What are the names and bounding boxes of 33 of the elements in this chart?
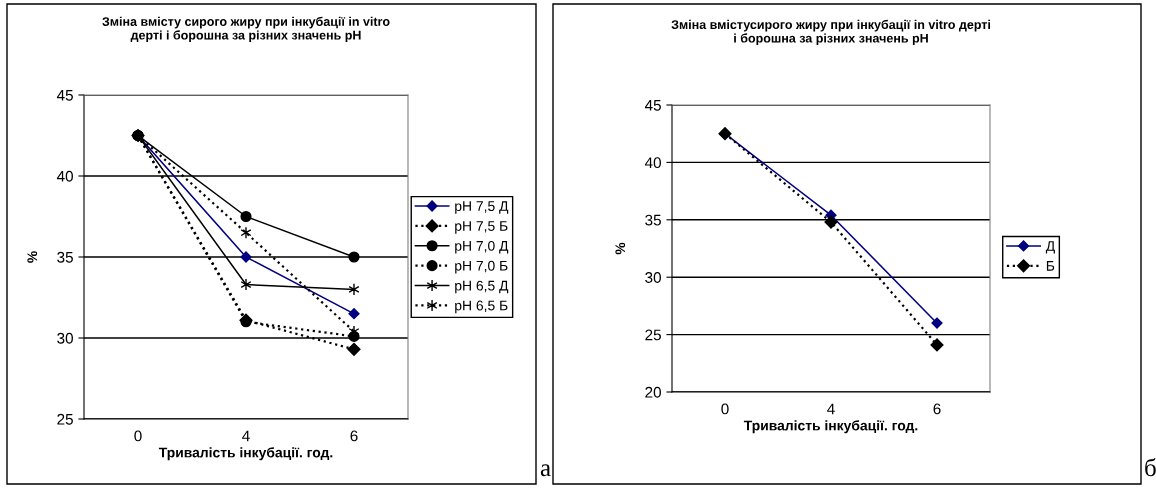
- y-axis-title: %: [615, 242, 626, 255]
- chart-title: Зміна вмісту сирого жиру при інкубації in vitro дерті і борошна за різних значень pH: [102, 16, 390, 43]
- x-tick-label: 4: [827, 403, 835, 415]
- text: а: [540, 464, 551, 477]
- x-tick-label: 0: [134, 430, 142, 442]
- y-tick-label: 25: [57, 413, 73, 425]
- y-tick-label: 35: [57, 251, 73, 263]
- legend-label: Д: [1045, 241, 1055, 254]
- y-tick-label: 30: [57, 332, 73, 344]
- legend-label: pH 7,5 Д: [455, 201, 509, 214]
- x-tick-label: 4: [242, 430, 250, 442]
- x-tick-label: 6: [350, 430, 358, 442]
- y-tick-label: 40: [644, 157, 661, 169]
- legend-label: pH 7,0 Б: [455, 260, 508, 274]
- y-axis-title: %: [27, 251, 38, 263]
- y-tick-label: 25: [645, 329, 661, 341]
- x-axis-title: Тривалість інкубації. год.: [743, 420, 918, 434]
- y-tick-label: 30: [645, 272, 661, 283]
- x-tick-label: 0: [721, 403, 729, 415]
- y-tick-label: 45: [56, 90, 73, 101]
- y-tick-label: 20: [645, 386, 661, 398]
- legend-label: pH 7,5 Б: [455, 221, 508, 234]
- x-tick-label: 6: [933, 403, 941, 415]
- legend-label: Б: [1046, 261, 1055, 271]
- legend-label: pH 6,5 Д: [455, 280, 509, 294]
- legend-label: pH 6,5 Б: [455, 300, 508, 314]
- text: б: [1145, 458, 1156, 477]
- y-tick-label: 35: [645, 214, 661, 226]
- y-tick-label: 45: [644, 100, 661, 111]
- y-tick-label: 40: [56, 170, 73, 182]
- x-axis-title: Тривалість інкубації. год.: [158, 447, 333, 461]
- chart-title: Зміна вмістусирого жиру при інкубації in vitro дерті і борошна за різних значень pH: [671, 19, 990, 46]
- legend-label: pH 7,0 Д: [455, 240, 509, 254]
